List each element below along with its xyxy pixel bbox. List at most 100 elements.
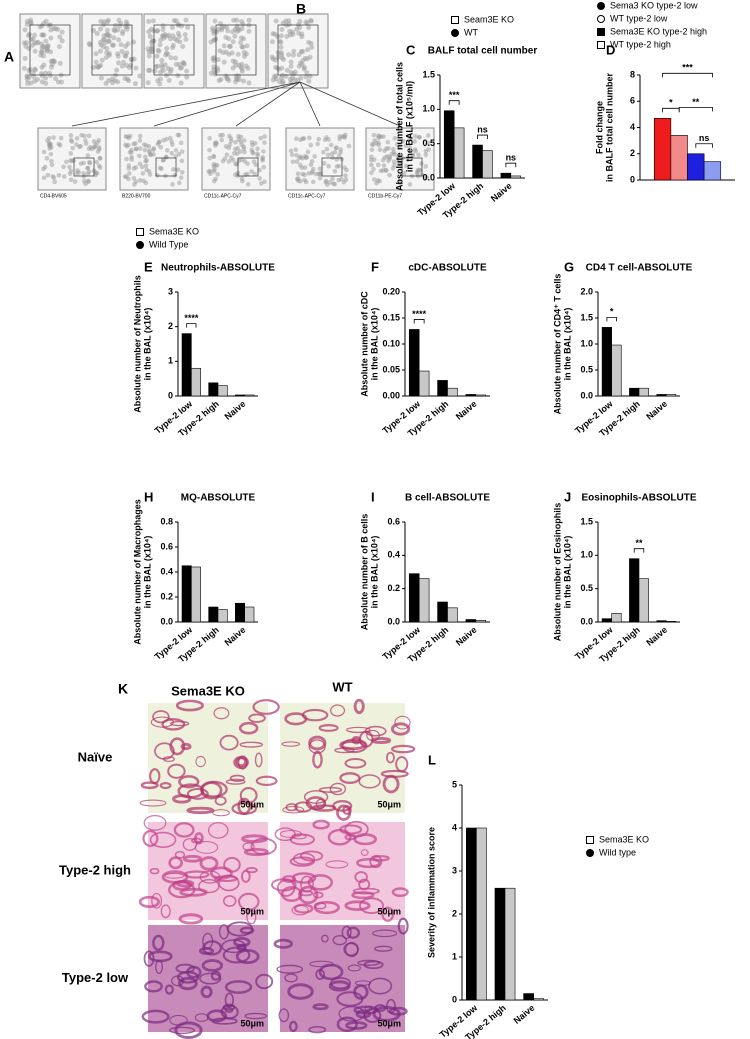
flow-dot (392, 152, 398, 157)
flow-dot (294, 152, 299, 158)
flow-dot (230, 157, 236, 163)
bar (475, 394, 487, 397)
flow-dot (290, 52, 296, 58)
tissue (273, 938, 294, 949)
legend-marker (586, 836, 594, 844)
flow-dot (342, 135, 348, 140)
tissue (222, 895, 237, 907)
tissue (308, 1025, 327, 1034)
flow-dot (384, 146, 389, 151)
flow-dot (369, 162, 374, 168)
bar (703, 161, 722, 181)
flow-dot (292, 69, 298, 75)
arrow (153, 81, 301, 127)
flow-dot (43, 38, 49, 44)
flow-dot (372, 177, 377, 182)
flow-dot (376, 142, 381, 148)
tissue (276, 964, 304, 974)
flow-dot (166, 77, 172, 83)
legend-marker (597, 28, 605, 36)
tissue (300, 875, 314, 893)
y-tick-label: 0.4 (160, 566, 173, 576)
legend-label: Wild type (599, 847, 636, 857)
flow-dot (160, 23, 166, 29)
tissue (238, 892, 260, 911)
y-tick-label: 0.5 (422, 138, 435, 148)
flow-dot (283, 73, 289, 79)
tissue (229, 774, 245, 782)
y-tick-label: 8 (630, 69, 635, 79)
tissue (368, 977, 393, 995)
chart-title: B cell-ABSOLUTE (405, 493, 490, 504)
flow-dot (397, 143, 403, 149)
tissue (174, 1021, 203, 1039)
tissue (226, 921, 254, 937)
flow-dot (74, 142, 79, 147)
flow-dot (279, 27, 285, 33)
flow-dot (172, 173, 178, 178)
flow-dot (156, 48, 162, 54)
flow-dot (87, 159, 92, 165)
flow-dot (131, 166, 137, 171)
flow-dot (257, 167, 262, 173)
flow-dot (236, 158, 242, 164)
bar (500, 172, 512, 179)
y-tick-label: 0.8 (160, 516, 173, 526)
tissue (344, 900, 371, 911)
flow-dot (246, 28, 252, 34)
flow-dot (52, 76, 58, 82)
tissue (284, 973, 298, 983)
flow-dot (163, 72, 169, 78)
flow-dot (317, 175, 323, 181)
flow-dot (178, 80, 184, 86)
flow-dot (85, 153, 91, 158)
flow-dot (211, 178, 217, 184)
flow-dot (151, 152, 156, 157)
flow-dot (179, 23, 185, 29)
tissue (173, 822, 195, 838)
flow-dot (332, 181, 338, 187)
flow-dot (257, 176, 263, 181)
tissue (343, 942, 359, 957)
y-axis-label: in the BAL (x10⁴) (142, 308, 152, 381)
flow-dot (55, 79, 61, 85)
tissue (312, 1003, 329, 1011)
gate (237, 157, 259, 177)
flow-dot (230, 58, 236, 64)
bar (656, 394, 667, 397)
flow-dot (295, 178, 301, 184)
x-tick-label: Naive (454, 625, 479, 648)
flow-dot (343, 173, 348, 178)
tissue (233, 755, 249, 769)
row-label: Type-2 high (59, 862, 131, 877)
flow-dot (51, 175, 57, 181)
flow-dot (49, 62, 55, 68)
flow-dot (96, 145, 102, 150)
y-axis-label: in the BAL (x10⁴) (369, 308, 379, 381)
tissue (178, 913, 204, 925)
bar (670, 135, 688, 181)
bar (510, 175, 522, 179)
flow-axis-label: CD11b-PE-Cy7 (368, 193, 402, 199)
tissue (170, 720, 190, 727)
flow-dot (56, 141, 62, 147)
flow-dot (338, 150, 343, 155)
significance-label: **** (412, 309, 427, 319)
tissue (168, 856, 183, 870)
flow-dot (378, 134, 384, 139)
flow-dot (137, 146, 143, 151)
tissue (150, 716, 174, 728)
flow-dot (114, 67, 120, 73)
flow-dot (53, 26, 59, 32)
flow-dot (371, 132, 377, 138)
tissue (307, 874, 334, 891)
flow-axis-label: CD11c-APC-Cy7 (288, 193, 326, 199)
flow-dot (278, 44, 284, 50)
y-tick-label: 1.0 (422, 104, 435, 114)
tissue (231, 802, 257, 815)
scale-bar-label: 50μm (377, 906, 401, 916)
flow-dot (111, 35, 117, 41)
flow-dot (179, 158, 185, 164)
flow-dot (42, 164, 48, 170)
flow-dot (391, 146, 396, 152)
